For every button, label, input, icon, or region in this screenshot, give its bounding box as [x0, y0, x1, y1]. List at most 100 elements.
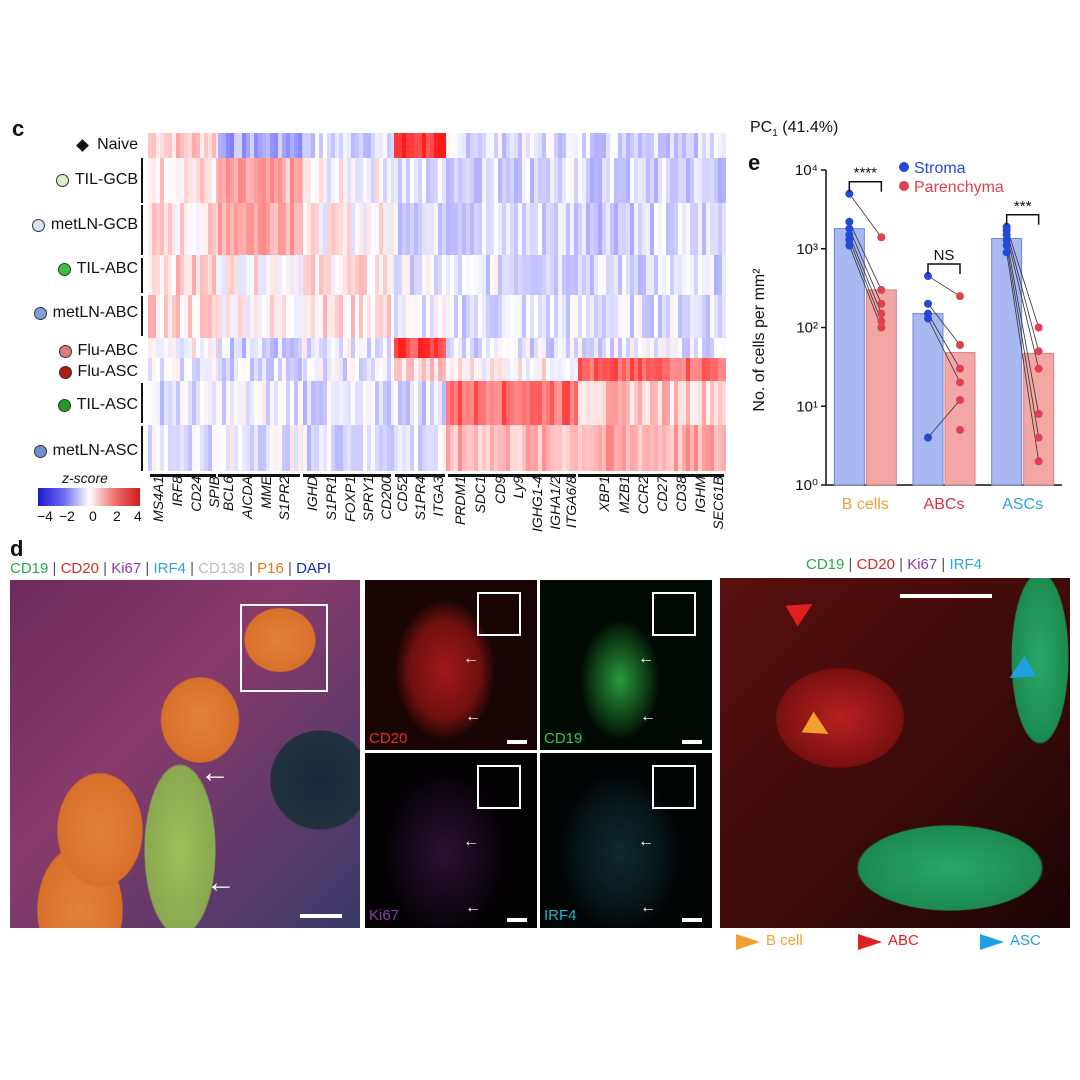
- heatmap-cell: [638, 381, 642, 425]
- heatmap-cell: [714, 255, 718, 295]
- heatmap-cell: [550, 338, 554, 358]
- heatmap-cell: [347, 381, 351, 425]
- channel-name: IRF4: [153, 560, 186, 577]
- heatmap-cell: [164, 133, 168, 158]
- heatmap-cell: [554, 338, 558, 358]
- heatmap-cell: [594, 203, 598, 255]
- heatmap-cell: [367, 255, 371, 295]
- heatmap-cell: [250, 425, 254, 471]
- heatmap-cell: [558, 133, 562, 158]
- heatmap-cell: [216, 203, 218, 255]
- heatmap-cell: [335, 381, 339, 425]
- heatmap-cell: [311, 255, 315, 295]
- heatmap-cell: [359, 381, 363, 425]
- heatmap-cell: [718, 255, 722, 295]
- heatmap-cell: [674, 133, 678, 158]
- heatmap-cell: [315, 381, 319, 425]
- heatmap-cell: [230, 158, 234, 203]
- heatmap-cell: [327, 425, 331, 471]
- heatmap-cell: [546, 295, 550, 338]
- heatmap-cell: [642, 358, 646, 381]
- heatmap-cell: [387, 381, 391, 425]
- heatmap-cell: [294, 358, 298, 381]
- heatmap-cell: [172, 358, 176, 381]
- heatmap-cell: [686, 358, 690, 381]
- heatmap-cell: [678, 425, 682, 471]
- inset-box: [652, 592, 696, 636]
- heatmap-cell: [638, 203, 642, 255]
- heatmap-cell: [458, 255, 462, 295]
- heatmap-cell: [274, 425, 278, 471]
- pair-line: [1006, 245, 1040, 438]
- heatmap-cell: [542, 338, 546, 358]
- heatmap-cell: [168, 358, 172, 381]
- heatmap-cell: [502, 158, 506, 203]
- pc-label-sub: 1: [772, 128, 778, 140]
- heatmap-cell: [331, 203, 335, 255]
- heatmap-cell: [335, 158, 339, 203]
- heatmap-cell: [351, 203, 355, 255]
- heatmap-cell: [204, 255, 208, 295]
- gene-label: IRF8: [169, 476, 185, 507]
- heatmap-cell: [254, 425, 258, 471]
- heatmap-cell: [602, 381, 606, 425]
- heatmap-cell: [498, 158, 502, 203]
- heatmap-cell: [602, 295, 606, 338]
- heatmap-cell: [303, 133, 307, 158]
- heatmap-cell: [418, 295, 422, 338]
- heatmap-cell: [466, 425, 470, 471]
- heatmap-cell: [478, 425, 482, 471]
- heatmap-cell: [311, 381, 315, 425]
- heatmap-cell: [410, 203, 414, 255]
- heatmap-cell: [706, 358, 710, 381]
- point-parenchyma: [1034, 347, 1043, 356]
- heatmap-cell: [518, 358, 522, 381]
- heatmap-cell: [379, 381, 383, 425]
- inset-box: [240, 604, 328, 692]
- heatmap-cell: [474, 338, 478, 358]
- heatmap-cell: [302, 425, 303, 471]
- heatmap-cell: [391, 338, 394, 358]
- heatmap-cell: [606, 425, 610, 471]
- heatmap-cell: [650, 295, 654, 338]
- heatmap-cell: [522, 425, 526, 471]
- heatmap-cell: [208, 381, 212, 425]
- heatmap-cell: [294, 203, 298, 255]
- heatmap-cell: [558, 425, 562, 471]
- heatmap-cell: [430, 338, 434, 358]
- heatmap-cell: [538, 381, 542, 425]
- heatmap-cell: [486, 158, 490, 203]
- heatmap-cell: [586, 158, 590, 203]
- heatmap-cell: [418, 158, 422, 203]
- heatmap-cell: [262, 425, 266, 471]
- heatmap-cell: [670, 425, 674, 471]
- heatmap-cell: [594, 381, 598, 425]
- y-tick-label: 10⁴: [795, 162, 818, 179]
- heatmap-cell: [168, 425, 172, 471]
- heatmap-cell: [230, 255, 234, 295]
- heatmap-cell: [286, 295, 290, 338]
- row-bracket: [141, 205, 143, 255]
- heatmap-cell: [566, 338, 570, 358]
- heatmap-cell: [622, 133, 626, 158]
- heatmap-cell: [383, 158, 387, 203]
- heatmap-cell: [450, 358, 454, 381]
- heatmap-cell: [375, 203, 379, 255]
- heatmap-cell: [196, 425, 200, 471]
- heatmap-cell: [646, 203, 650, 255]
- channel-panel-cd19: ← ← CD19: [540, 580, 712, 750]
- heatmap-cell: [698, 338, 702, 358]
- heatmap-cell: [387, 358, 391, 381]
- channel-name: DAPI: [296, 560, 332, 577]
- heatmap-cell: [622, 158, 626, 203]
- heatmap-cell: [302, 133, 303, 158]
- heatmap-cell: [208, 158, 212, 203]
- heatmap-cell: [196, 295, 200, 338]
- row-label-text: TIL-ASC: [76, 396, 138, 413]
- heatmap-cell: [690, 381, 694, 425]
- heatmap-cell: [172, 133, 176, 158]
- heatmap-cell: [574, 358, 578, 381]
- heatmap-cell: [270, 255, 274, 295]
- heatmap-cell: [391, 358, 394, 381]
- heatmap-cell: [242, 338, 246, 358]
